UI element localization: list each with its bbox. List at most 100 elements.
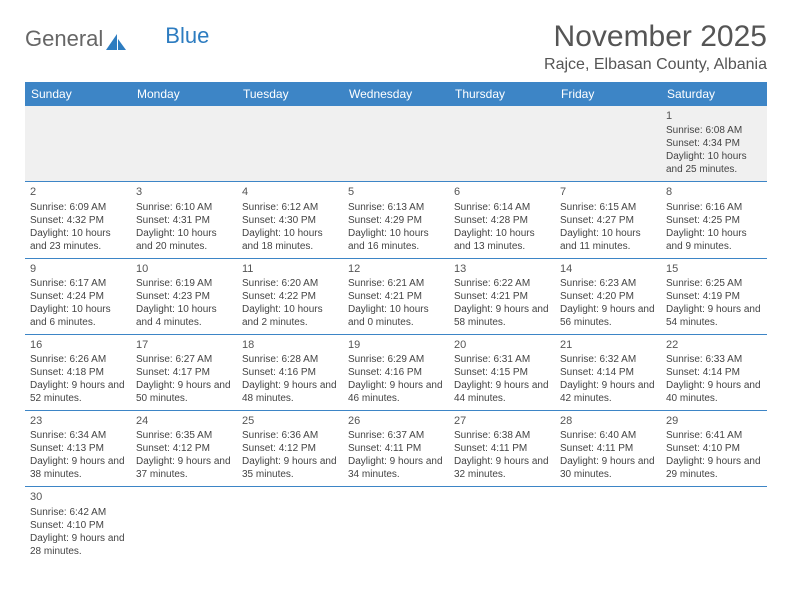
- cell-daylight: Daylight: 9 hours and 48 minutes.: [242, 379, 338, 405]
- logo-text-general: General: [25, 26, 103, 52]
- day-number: 18: [242, 338, 338, 352]
- logo: General Blue: [25, 26, 209, 52]
- calendar-cell: [131, 487, 237, 563]
- cell-sunset: Sunset: 4:25 PM: [666, 214, 762, 227]
- day-number: 23: [30, 414, 126, 428]
- day-number: 25: [242, 414, 338, 428]
- calendar-cell: 28Sunrise: 6:40 AMSunset: 4:11 PMDayligh…: [555, 411, 661, 487]
- cell-daylight: Daylight: 9 hours and 42 minutes.: [560, 379, 656, 405]
- cell-sunrise: Sunrise: 6:10 AM: [136, 201, 232, 214]
- location: Rajce, Elbasan County, Albania: [544, 56, 767, 74]
- cell-daylight: Daylight: 10 hours and 13 minutes.: [454, 227, 550, 253]
- cell-sunset: Sunset: 4:12 PM: [242, 442, 338, 455]
- calendar-cell: 8Sunrise: 6:16 AMSunset: 4:25 PMDaylight…: [661, 182, 767, 258]
- day-number: 5: [348, 185, 444, 199]
- day-number: 21: [560, 338, 656, 352]
- calendar-cell: 27Sunrise: 6:38 AMSunset: 4:11 PMDayligh…: [449, 411, 555, 487]
- cell-daylight: Daylight: 10 hours and 4 minutes.: [136, 303, 232, 329]
- day-number: 17: [136, 338, 232, 352]
- day-header: Monday: [131, 82, 237, 106]
- cell-daylight: Daylight: 10 hours and 6 minutes.: [30, 303, 126, 329]
- day-number: 16: [30, 338, 126, 352]
- cell-sunrise: Sunrise: 6:33 AM: [666, 353, 762, 366]
- cell-sunset: Sunset: 4:22 PM: [242, 290, 338, 303]
- cell-sunrise: Sunrise: 6:36 AM: [242, 429, 338, 442]
- cell-daylight: Daylight: 9 hours and 50 minutes.: [136, 379, 232, 405]
- cell-daylight: Daylight: 9 hours and 56 minutes.: [560, 303, 656, 329]
- day-header: Wednesday: [343, 82, 449, 106]
- calendar-cell: 4Sunrise: 6:12 AMSunset: 4:30 PMDaylight…: [237, 182, 343, 258]
- cell-daylight: Daylight: 9 hours and 28 minutes.: [30, 532, 126, 558]
- calendar-cell: 29Sunrise: 6:41 AMSunset: 4:10 PMDayligh…: [661, 411, 767, 487]
- cell-sunrise: Sunrise: 6:27 AM: [136, 353, 232, 366]
- cell-daylight: Daylight: 10 hours and 23 minutes.: [30, 227, 126, 253]
- cell-daylight: Daylight: 10 hours and 0 minutes.: [348, 303, 444, 329]
- day-number: 12: [348, 262, 444, 276]
- day-number: 8: [666, 185, 762, 199]
- cell-daylight: Daylight: 9 hours and 32 minutes.: [454, 455, 550, 481]
- calendar-row: 9Sunrise: 6:17 AMSunset: 4:24 PMDaylight…: [25, 258, 767, 334]
- logo-text-blue: Blue: [165, 23, 209, 49]
- calendar-cell: 11Sunrise: 6:20 AMSunset: 4:22 PMDayligh…: [237, 258, 343, 334]
- cell-sunrise: Sunrise: 6:20 AM: [242, 277, 338, 290]
- cell-sunset: Sunset: 4:11 PM: [454, 442, 550, 455]
- calendar-cell: 10Sunrise: 6:19 AMSunset: 4:23 PMDayligh…: [131, 258, 237, 334]
- cell-daylight: Daylight: 9 hours and 46 minutes.: [348, 379, 444, 405]
- cell-sunrise: Sunrise: 6:42 AM: [30, 506, 126, 519]
- cell-sunset: Sunset: 4:17 PM: [136, 366, 232, 379]
- cell-daylight: Daylight: 10 hours and 18 minutes.: [242, 227, 338, 253]
- calendar-cell: [25, 106, 131, 182]
- cell-sunrise: Sunrise: 6:34 AM: [30, 429, 126, 442]
- calendar-cell: 12Sunrise: 6:21 AMSunset: 4:21 PMDayligh…: [343, 258, 449, 334]
- calendar-cell: 19Sunrise: 6:29 AMSunset: 4:16 PMDayligh…: [343, 334, 449, 410]
- cell-sunset: Sunset: 4:16 PM: [242, 366, 338, 379]
- cell-daylight: Daylight: 10 hours and 9 minutes.: [666, 227, 762, 253]
- cell-sunset: Sunset: 4:30 PM: [242, 214, 338, 227]
- cell-sunrise: Sunrise: 6:38 AM: [454, 429, 550, 442]
- cell-sunrise: Sunrise: 6:17 AM: [30, 277, 126, 290]
- cell-sunset: Sunset: 4:14 PM: [560, 366, 656, 379]
- cell-daylight: Daylight: 9 hours and 44 minutes.: [454, 379, 550, 405]
- cell-daylight: Daylight: 9 hours and 34 minutes.: [348, 455, 444, 481]
- day-number: 4: [242, 185, 338, 199]
- cell-sunset: Sunset: 4:10 PM: [30, 519, 126, 532]
- day-number: 28: [560, 414, 656, 428]
- cell-daylight: Daylight: 9 hours and 40 minutes.: [666, 379, 762, 405]
- cell-daylight: Daylight: 10 hours and 25 minutes.: [666, 150, 762, 176]
- cell-sunset: Sunset: 4:10 PM: [666, 442, 762, 455]
- cell-sunset: Sunset: 4:24 PM: [30, 290, 126, 303]
- calendar-cell: 20Sunrise: 6:31 AMSunset: 4:15 PMDayligh…: [449, 334, 555, 410]
- cell-daylight: Daylight: 10 hours and 11 minutes.: [560, 227, 656, 253]
- cell-sunset: Sunset: 4:18 PM: [30, 366, 126, 379]
- day-number: 10: [136, 262, 232, 276]
- cell-sunset: Sunset: 4:21 PM: [454, 290, 550, 303]
- cell-sunset: Sunset: 4:20 PM: [560, 290, 656, 303]
- day-header: Friday: [555, 82, 661, 106]
- calendar-cell: 22Sunrise: 6:33 AMSunset: 4:14 PMDayligh…: [661, 334, 767, 410]
- calendar-cell: [237, 106, 343, 182]
- day-number: 13: [454, 262, 550, 276]
- day-number: 29: [666, 414, 762, 428]
- calendar-cell: [661, 487, 767, 563]
- cell-sunrise: Sunrise: 6:26 AM: [30, 353, 126, 366]
- calendar-cell: [449, 106, 555, 182]
- cell-sunrise: Sunrise: 6:35 AM: [136, 429, 232, 442]
- month-title: November 2025: [544, 20, 767, 54]
- cell-sunset: Sunset: 4:27 PM: [560, 214, 656, 227]
- cell-sunrise: Sunrise: 6:14 AM: [454, 201, 550, 214]
- calendar-cell: 30Sunrise: 6:42 AMSunset: 4:10 PMDayligh…: [25, 487, 131, 563]
- calendar-cell: 26Sunrise: 6:37 AMSunset: 4:11 PMDayligh…: [343, 411, 449, 487]
- calendar-cell: 2Sunrise: 6:09 AMSunset: 4:32 PMDaylight…: [25, 182, 131, 258]
- cell-sunset: Sunset: 4:11 PM: [560, 442, 656, 455]
- cell-daylight: Daylight: 9 hours and 52 minutes.: [30, 379, 126, 405]
- cell-sunrise: Sunrise: 6:40 AM: [560, 429, 656, 442]
- cell-sunset: Sunset: 4:15 PM: [454, 366, 550, 379]
- calendar-cell: 25Sunrise: 6:36 AMSunset: 4:12 PMDayligh…: [237, 411, 343, 487]
- day-header: Tuesday: [237, 82, 343, 106]
- day-header: Sunday: [25, 82, 131, 106]
- header: General Blue November 2025 Rajce, Elbasa…: [25, 20, 767, 74]
- day-number: 27: [454, 414, 550, 428]
- cell-sunset: Sunset: 4:34 PM: [666, 137, 762, 150]
- cell-sunrise: Sunrise: 6:28 AM: [242, 353, 338, 366]
- cell-daylight: Daylight: 9 hours and 35 minutes.: [242, 455, 338, 481]
